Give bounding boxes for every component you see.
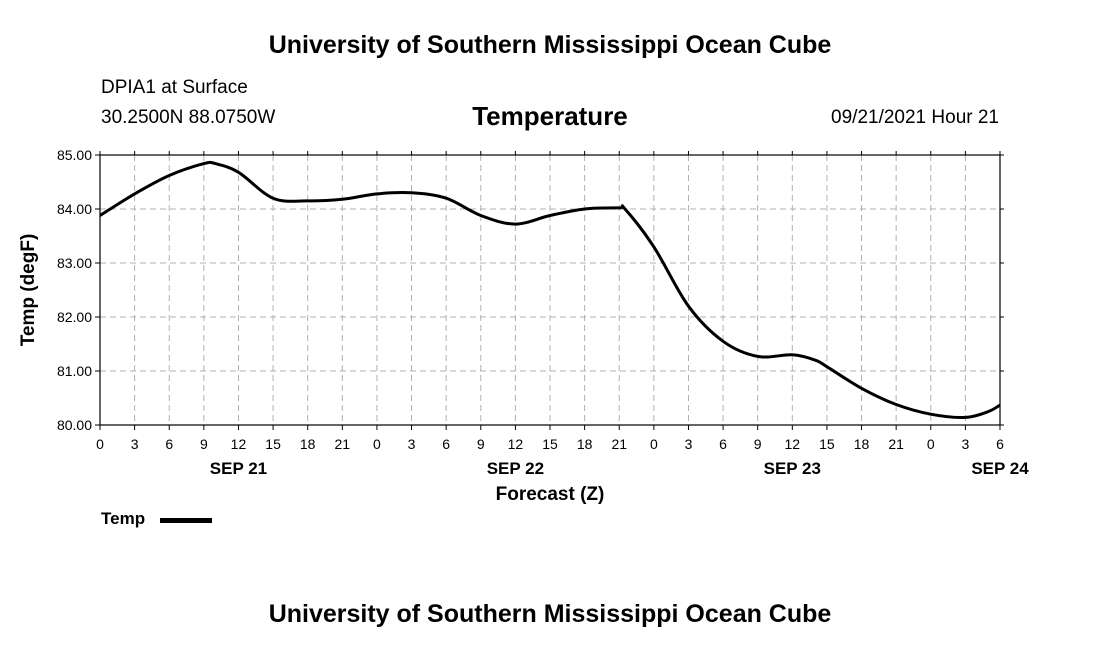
x-tick-label: 21: [335, 436, 351, 452]
y-tick-label: 81.00: [57, 363, 92, 379]
x-tick-label: 9: [200, 436, 208, 452]
series-line-temp: [99, 160, 1001, 419]
variable-title: Temperature: [472, 101, 628, 131]
x-tick-label: 18: [300, 436, 316, 452]
x-date-label: SEP 21: [210, 459, 267, 478]
x-axis-label: Forecast (Z): [496, 484, 605, 505]
x-tick-label: 15: [265, 436, 281, 452]
x-tick-label: 12: [785, 436, 801, 452]
x-tick-label: 21: [888, 436, 904, 452]
y-tick-label: 82.00: [57, 309, 92, 325]
plot-frame: [99, 154, 1001, 426]
x-tick-label: 18: [854, 436, 870, 452]
x-tick-label: 18: [577, 436, 593, 452]
x-tick-label: 3: [131, 436, 139, 452]
x-tick-label: 9: [754, 436, 762, 452]
x-tick-label: 15: [542, 436, 558, 452]
x-tick-label: 3: [961, 436, 969, 452]
x-tick-label: 0: [373, 436, 381, 452]
x-tick-label: 6: [442, 436, 450, 452]
x-tick-label: 0: [650, 436, 658, 452]
y-tick-label: 85.00: [57, 147, 92, 163]
x-date-label: SEP 22: [487, 459, 544, 478]
station-coords: 30.2500N 88.0750W: [101, 107, 276, 128]
x-tick-label: 3: [685, 436, 693, 452]
x-tick-label: 6: [719, 436, 727, 452]
footer-title: University of Southern Mississippi Ocean…: [268, 600, 832, 628]
station-label: DPIA1 at Surface: [101, 77, 248, 98]
legend-label: Temp: [101, 509, 146, 528]
x-tick-label: 0: [96, 436, 104, 452]
y-tick-label: 84.00: [57, 201, 92, 217]
x-tick-label: 6: [996, 436, 1004, 452]
y-tick-label: 83.00: [57, 255, 92, 271]
chart-title: University of Southern Mississippi Ocean…: [268, 31, 832, 59]
legend-line-swatch: [160, 518, 212, 523]
y-axis-label: Temp (degF): [18, 234, 39, 347]
y-tick-label: 80.00: [57, 417, 92, 433]
x-tick-label: 0: [927, 436, 935, 452]
x-tick-label: 21: [611, 436, 627, 452]
x-tick-label: 12: [508, 436, 524, 452]
forecast-datetime: 09/21/2021 Hour 21: [831, 107, 999, 128]
x-tick-label: 12: [231, 436, 247, 452]
x-tick-label: 3: [408, 436, 416, 452]
x-tick-label: 6: [165, 436, 173, 452]
x-date-label: SEP 24: [971, 459, 1029, 478]
x-date-label: SEP 23: [764, 459, 821, 478]
x-tick-label: 9: [477, 436, 485, 452]
x-tick-label: 15: [819, 436, 835, 452]
